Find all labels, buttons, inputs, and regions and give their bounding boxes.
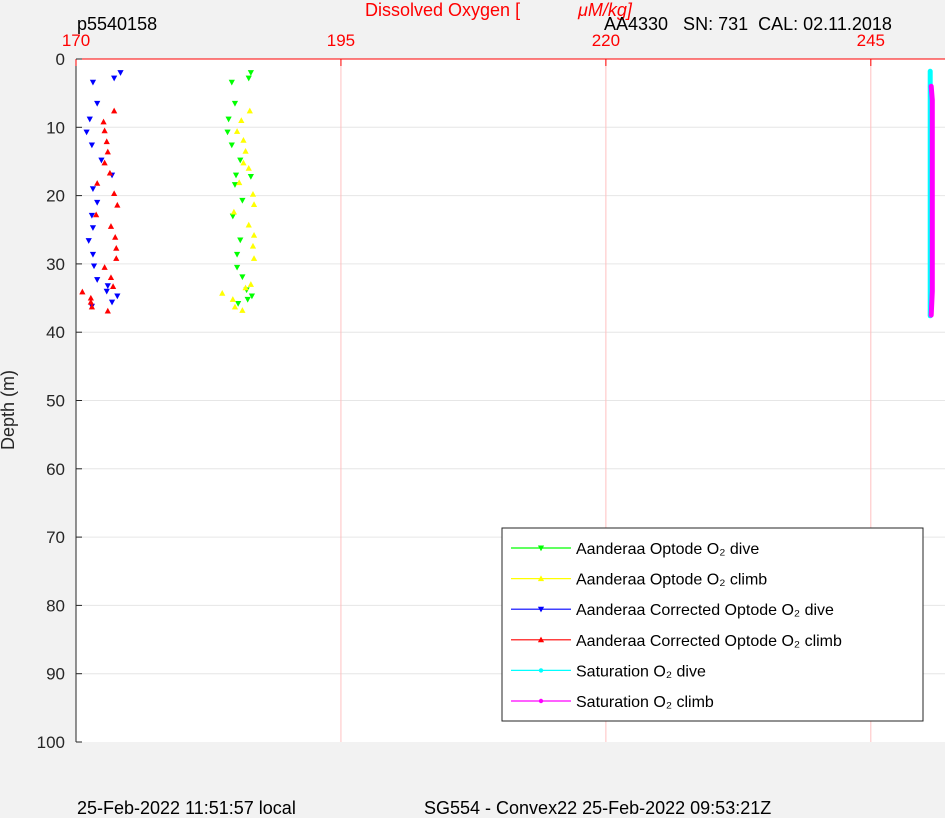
data-point: [930, 180, 934, 184]
series-line: [931, 86, 932, 315]
data-point: [930, 152, 934, 156]
legend-label: Aanderaa Corrected Optode O₂ climb: [576, 633, 842, 650]
y-tick-label: 10: [46, 118, 65, 137]
data-point: [930, 98, 934, 102]
legend: Aanderaa Optode O₂ dive Aanderaa Optode O…: [502, 528, 923, 721]
data-point: [928, 77, 932, 81]
y-tick-label: 0: [56, 50, 65, 69]
y-tick-label: 20: [46, 187, 65, 206]
legend-label: Saturation O₂ dive: [576, 663, 706, 680]
data-point: [929, 84, 933, 88]
data-point: [928, 69, 932, 73]
y-tick-label: 40: [46, 323, 65, 342]
legend-marker: [539, 668, 543, 672]
y-tick-labels: 0 10 20 30 40 50 60 70 80 90 100: [37, 50, 82, 752]
y-tick-label: 30: [46, 255, 65, 274]
y-tick-label: 60: [46, 460, 65, 479]
y-tick-label: 70: [46, 528, 65, 547]
y-tick-label: 90: [46, 665, 65, 684]
y-tick-label: 50: [46, 392, 65, 411]
y-axis-label: Depth (m): [0, 370, 18, 450]
data-point: [929, 313, 933, 317]
profile-id: p5540158: [77, 14, 157, 34]
footer-mission: SG554 - Convex22 25-Feb-2022 09:53:21Z: [424, 798, 771, 818]
y-tick-label: 80: [46, 596, 65, 615]
footer-local-time: 25-Feb-2022 11:51:57 local: [77, 798, 296, 818]
legend-label: Aanderaa Optode O₂ climb: [576, 572, 767, 589]
legend-label: Aanderaa Optode O₂ dive: [576, 541, 759, 558]
legend-label: Aanderaa Corrected Optode O₂ dive: [576, 602, 834, 619]
data-point: [930, 262, 934, 266]
sensor-info: AA4330 SN: 731 CAL: 02.11.2018: [604, 14, 892, 34]
legend-label: Saturation O₂ climb: [576, 694, 714, 711]
series-5: [929, 84, 934, 317]
data-point: [930, 125, 934, 129]
data-point: [930, 234, 934, 238]
x-tick-label: 195: [327, 31, 355, 50]
data-point: [930, 207, 934, 211]
y-tick-label: 100: [37, 733, 65, 752]
data-point: [930, 289, 934, 293]
legend-marker: [539, 699, 543, 703]
x-axis-label: Dissolved Oxygen [: [365, 0, 520, 20]
